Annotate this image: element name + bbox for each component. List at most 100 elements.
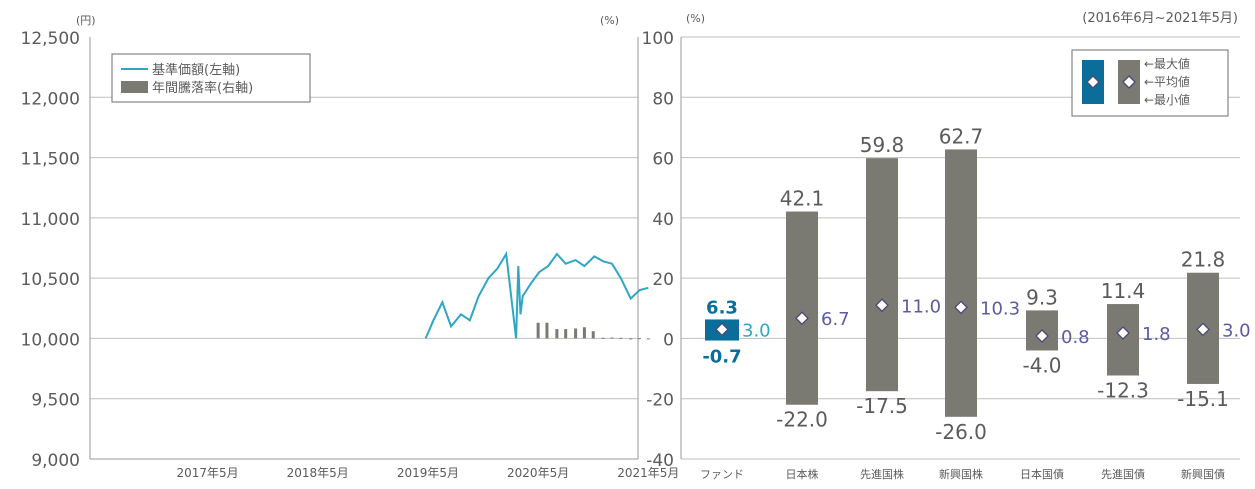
left-legend-box [111, 53, 311, 103]
right-y-tick-labels: 100 80 60 40 20 0 -20 -40 [642, 29, 674, 471]
left-y-tick-label: 10,000 [21, 330, 80, 350]
annual-return-bar [610, 337, 614, 339]
max-value-label: 59.8 [860, 133, 905, 157]
left-y-tick-label: 12,500 [21, 29, 80, 49]
asset-range-bar [945, 149, 977, 417]
category-label: 新興国株 [939, 467, 983, 481]
category-label: 日本国債 [1020, 467, 1064, 481]
annual-return-bar [555, 329, 559, 339]
max-value-label: 42.1 [780, 187, 825, 211]
annual-return-bars [536, 322, 650, 340]
avg-marker [1196, 322, 1210, 337]
max-value-label: 21.8 [1181, 248, 1226, 272]
asset-range-bar [866, 158, 898, 392]
left-x-tick-label: 2018年5月 [287, 466, 349, 480]
max-value-label: 11.4 [1101, 279, 1146, 303]
left-legend: 基準価額(左軸) 年間騰落率(右軸) [111, 53, 311, 103]
legend-nav-label: 基準価額(左軸) [152, 62, 240, 78]
left-chart: 12,500 12,000 11,500 11,000 10,500 10,000 9,50… [21, 14, 680, 480]
min-value-label: -17.5 [856, 394, 908, 418]
left-x-tick-label: 2020年5月 [507, 466, 569, 480]
avg-value-label: 3.0 [742, 320, 771, 341]
annual-return-bar [574, 328, 578, 339]
category-label: 先進国債 [1101, 467, 1145, 481]
right-y-tick-label: 60 [652, 150, 674, 170]
range-bars [705, 149, 1219, 417]
avg-marker [875, 298, 889, 313]
annual-return-bar [619, 337, 623, 339]
left-y-tick-label: 9,500 [31, 391, 80, 411]
legend-return-label: 年間騰落率(右軸) [152, 80, 253, 96]
legend-diamonds [1086, 75, 1136, 89]
left-y-tick-label: 11,000 [21, 210, 80, 230]
left-x-tick-labels: 2017年5月 2018年5月 2019年5月 2020年5月 2021年5月 [176, 466, 679, 480]
max-value-label: 9.3 [1026, 285, 1058, 309]
avg-marker [1116, 326, 1130, 340]
avg-marker [795, 311, 809, 326]
right-y-tick-label: -20 [646, 391, 674, 411]
right-y-tick-label: 0 [663, 330, 674, 350]
right-y-tick-label: -40 [646, 451, 674, 471]
max-value-label: 62.7 [939, 124, 984, 148]
min-value-label: -15.1 [1177, 387, 1229, 411]
avg-value-label: 1.8 [1142, 324, 1171, 345]
left-gridlines [90, 96, 638, 400]
right-y-tick-label: 40 [652, 210, 674, 230]
left-y-tick-label: 11,500 [21, 150, 80, 170]
avg-value-label: 10.3 [980, 298, 1020, 319]
annual-return-bar [629, 338, 633, 340]
left-y-tick-label: 10,500 [21, 270, 80, 290]
asset-range-bar [786, 211, 818, 405]
category-label: 日本株 [786, 467, 819, 481]
range-labels: 6.3-0.73.042.1-22.06.759.8-17.511.062.7-… [702, 124, 1250, 443]
category-label: ファンド [700, 468, 744, 481]
min-value-label: -26.0 [935, 420, 987, 444]
min-value-label: -12.3 [1097, 379, 1149, 403]
avg-value-label: 6.7 [821, 309, 850, 330]
legend-bar-swatch [121, 81, 148, 93]
left-unit-label: (円) [76, 14, 96, 27]
avg-marker [1035, 329, 1049, 343]
left-right-unit-label: (%) [600, 14, 619, 27]
left-y-tick-labels: 12,500 12,000 11,500 11,000 10,500 10,000 9,50… [21, 29, 80, 471]
right-chart: 100 80 60 40 20 0 -20 -40 (%) (2016年6月~2021年5月)… [642, 11, 1251, 481]
left-y-tick-label: 12,000 [21, 89, 80, 109]
category-labels: ファンド 日本株 先進国株 新興国株 日本国債 先進国債 新興国債 [700, 467, 1225, 481]
right-unit-label: (%) [686, 12, 705, 25]
max-value-label: 6.3 [706, 297, 738, 318]
annual-return-bar [564, 329, 568, 339]
period-label: (2016年6月~2021年5月) [1082, 11, 1238, 26]
avg-value-label: 11.0 [901, 296, 941, 317]
annual-return-bar [646, 338, 650, 340]
avg-marker [954, 300, 968, 315]
category-label: 先進国株 [860, 467, 904, 481]
annual-return-bar [591, 331, 595, 339]
right-y-tick-label: 20 [652, 270, 674, 290]
left-x-tick-label: 2021年5月 [617, 466, 679, 480]
annual-return-bar [638, 338, 642, 340]
legend-fund-diamond [1086, 75, 1100, 89]
right-y-tick-label: 80 [652, 89, 674, 109]
min-value-label: -4.0 [1022, 353, 1061, 377]
annual-return-bar [536, 322, 540, 339]
left-y-tick-label: 9,000 [31, 451, 80, 471]
left-x-tick-label: 2019年5月 [397, 466, 459, 480]
nav-line [424, 250, 649, 339]
right-y-tick-label: 100 [642, 29, 674, 49]
min-value-label: -0.7 [702, 347, 741, 368]
min-value-label: -22.0 [776, 408, 828, 432]
annual-return-bar [582, 327, 586, 339]
left-x-tick-label: 2017年5月 [176, 466, 238, 480]
legend-max-label: ←最大値 [1144, 56, 1190, 71]
annual-return-bar [545, 322, 549, 339]
legend-avg-label: ←平均値 [1144, 74, 1190, 89]
avg-value-label: 0.8 [1061, 327, 1090, 348]
legend-asset-diamond [1122, 75, 1136, 89]
avg-value-label: 3.0 [1222, 320, 1251, 341]
avg-marker [715, 322, 729, 337]
right-legend: ←最大値 ←平均値 ←最小値 [1071, 49, 1229, 117]
legend-min-label: ←最小値 [1144, 92, 1190, 107]
category-label: 新興国債 [1181, 467, 1225, 481]
